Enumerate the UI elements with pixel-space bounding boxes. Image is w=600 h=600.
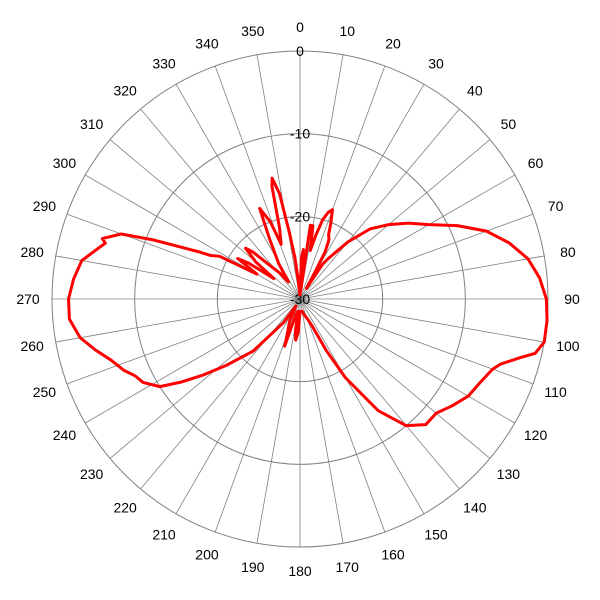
angle-tick-label: 300 (53, 155, 77, 171)
radial-tick-label: -10 (290, 126, 310, 142)
grid-spoke-70 (299, 213, 534, 300)
angle-tick-label: 140 (463, 499, 487, 515)
angle-tick-label: 340 (195, 35, 219, 51)
angle-tick-label: 70 (548, 198, 564, 214)
grid-spoke-300 (85, 174, 301, 300)
grid-spoke-350 (256, 54, 301, 300)
angle-tick-label: 160 (381, 547, 405, 563)
series-line-0 (67, 176, 549, 428)
grid-spoke-120 (299, 298, 515, 424)
grid-spoke-160 (299, 298, 386, 533)
angle-tick-label: 240 (53, 427, 77, 443)
series-group (67, 176, 549, 428)
radial-tick-label: -20 (290, 208, 310, 224)
grid-spoke-60 (299, 174, 515, 300)
angle-tick-label: 20 (385, 35, 401, 51)
angle-tick-label: 150 (424, 527, 448, 543)
grid-ring-1 (134, 133, 466, 465)
angle-tick-label: 80 (560, 244, 576, 260)
grid-spoke-340 (214, 65, 301, 300)
angle-tick-label: 210 (152, 527, 176, 543)
angle-tick-label: 30 (428, 55, 444, 71)
grid-spoke-20 (299, 65, 386, 300)
grid-spoke-40 (299, 108, 460, 300)
angle-tick-labels: 0 10 20 30 40 50 60 70 80 90 100 110 120 130 140 150 160… (16, 19, 580, 579)
angle-tick-label: 60 (528, 155, 544, 171)
grid-spoke-50 (299, 139, 491, 300)
radial-tick-labels: 0 -10 -20 -30 (290, 43, 310, 307)
angle-tick-label: 320 (113, 83, 137, 99)
radial-tick-label: -30 (290, 291, 310, 307)
angle-tick-label: 170 (336, 559, 360, 575)
grid-spoke-80 (299, 255, 545, 300)
angle-tick-label: 350 (241, 23, 265, 39)
angle-tick-label: 50 (501, 116, 517, 132)
angle-tick-label: 190 (241, 559, 265, 575)
grid-spoke-150 (299, 298, 425, 514)
grid-spoke-130 (299, 298, 491, 459)
grid-spoke-260 (55, 298, 301, 343)
angle-tick-label: 130 (497, 466, 521, 482)
grid-ring-2 (216, 215, 384, 383)
angle-tick-label: 260 (20, 338, 44, 354)
grid-ring-0 (51, 50, 549, 548)
grid-spoke-190 (256, 298, 301, 544)
grid-spoke-250 (66, 298, 301, 385)
angle-tick-label: 250 (33, 384, 57, 400)
angle-tick-label: 330 (152, 55, 176, 71)
angle-tick-label: 110 (544, 384, 567, 400)
angle-tick-label: 180 (288, 563, 312, 579)
radial-grid (51, 50, 549, 548)
grid-spoke-140 (299, 298, 460, 490)
angle-tick-label: 310 (80, 116, 104, 132)
angle-tick-label: 100 (556, 338, 580, 354)
angle-tick-label: 270 (16, 291, 40, 307)
grid-spoke-290 (66, 213, 301, 300)
grid-spoke-230 (109, 298, 301, 459)
angle-tick-label: 40 (467, 83, 483, 99)
grid-spoke-10 (299, 54, 344, 300)
grid-spoke-170 (299, 298, 344, 544)
angle-tick-label: 10 (339, 23, 355, 39)
angle-tick-label: 0 (296, 19, 304, 35)
angular-grid (52, 51, 548, 547)
grid-spoke-100 (299, 298, 545, 343)
grid-spoke-240 (85, 298, 301, 424)
angle-tick-label: 90 (564, 291, 580, 307)
angle-tick-label: 290 (33, 198, 57, 214)
grid-spoke-210 (175, 298, 301, 514)
angle-tick-label: 220 (113, 499, 137, 515)
angle-tick-label: 230 (80, 466, 104, 482)
angle-tick-label: 280 (20, 244, 44, 260)
grid-spoke-110 (299, 298, 534, 385)
grid-spoke-280 (55, 255, 301, 300)
angle-tick-label: 120 (524, 427, 548, 443)
radial-tick-label: 0 (296, 43, 304, 59)
angle-tick-label: 200 (195, 547, 219, 563)
